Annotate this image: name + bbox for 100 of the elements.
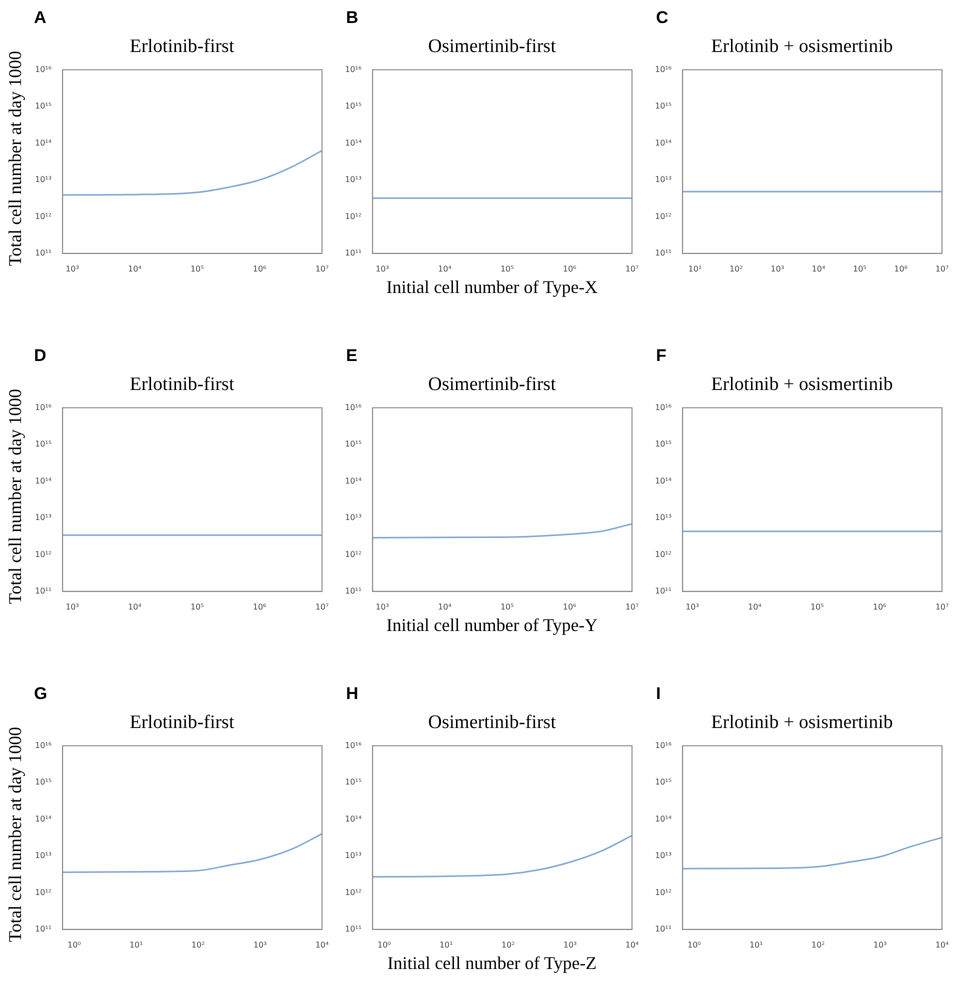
text: H [345, 684, 360, 704]
x-tick-label: 10⁷ [315, 264, 329, 274]
x-tick-label: 10⁴ [935, 940, 949, 950]
y-tick-label: 10¹⁵ [655, 440, 672, 449]
y-tick-label: 10¹⁶ [655, 64, 672, 74]
text: B [345, 8, 360, 28]
y-axis-title: Total cell number at day 1000 [6, 726, 26, 942]
chart-title: Osimertinib-first [427, 712, 557, 735]
y-tick-label: 10¹⁵ [35, 102, 52, 111]
y-tick-label: 10¹¹ [345, 248, 362, 258]
y-tick-label: 10¹⁴ [35, 814, 52, 824]
x-tick-label: 10⁴ [748, 602, 762, 612]
y-tick-label: 10¹¹ [35, 924, 52, 934]
x-tick-label: 10³ [66, 602, 79, 612]
x-tick-label: 10⁶ [872, 602, 886, 612]
y-tick-label: 10¹⁵ [345, 440, 362, 449]
chart-title: Erlotinib + osismertinib [710, 36, 894, 59]
y-tick-label: 10¹¹ [35, 248, 52, 258]
x-tick-label: 10¹ [749, 940, 763, 950]
y-tick-label: 10¹⁶ [35, 402, 52, 412]
y-tick-label: 10¹³ [345, 175, 362, 184]
chart-title: Osimertinib-first [427, 36, 557, 59]
x-tick-label: 10⁵ [500, 602, 514, 612]
y-tick-label: 10¹¹ [655, 924, 672, 934]
x-tick-label: 10³ [376, 602, 389, 612]
y-tick-label: 10¹⁵ [345, 102, 362, 111]
y-tick-label: 10¹² [35, 550, 52, 559]
y-tick-label: 10¹⁶ [345, 740, 362, 750]
chart-title: Erlotinib-first [128, 712, 236, 735]
x-tick-label: 10¹ [129, 940, 143, 950]
text: C [655, 8, 670, 28]
x-tick-label: 10³ [686, 602, 699, 612]
x-axis-title: Initial cell number of Type-Z [386, 953, 598, 974]
y-tick-label: 10¹² [35, 212, 52, 221]
y-tick-label: 10¹³ [655, 513, 672, 522]
y-tick-label: 10¹⁶ [35, 64, 52, 74]
y-tick-label: 10¹⁴ [655, 138, 672, 148]
y-tick-label: 10¹⁵ [35, 440, 52, 449]
y-tick-label: 10¹⁶ [345, 402, 362, 412]
x-tick-label: 10⁴ [315, 940, 329, 950]
chart-title: Erlotinib-first [128, 374, 236, 397]
y-tick-label: 10¹⁶ [345, 64, 362, 74]
y-tick-label: 10¹³ [655, 175, 672, 184]
x-tick-label: 10⁴ [128, 602, 142, 612]
x-tick-label: 10⁷ [315, 602, 329, 612]
y-tick-label: 10¹³ [35, 175, 52, 184]
y-tick-label: 10¹³ [35, 851, 52, 860]
text: G [33, 684, 48, 704]
x-tick-label: 10³ [563, 940, 577, 950]
y-tick-label: 10¹¹ [655, 248, 672, 258]
x-tick-label: 10³ [873, 940, 887, 950]
y-tick-label: 10¹³ [345, 851, 362, 860]
x-tick-label: 10⁶ [252, 264, 266, 274]
x-tick-label: 10⁰ [377, 940, 391, 950]
y-tick-label: 10¹² [345, 888, 362, 897]
y-tick-label: 10¹⁵ [655, 102, 672, 111]
x-tick-label: 10¹ [439, 940, 453, 950]
y-tick-label: 10¹⁴ [345, 476, 362, 486]
x-tick-label: 10³ [770, 264, 784, 274]
y-tick-label: 10¹⁴ [35, 476, 52, 486]
y-axis-title: Total cell number at day 1000 [6, 50, 26, 266]
y-axis-title: Total cell number at day 1000 [6, 388, 26, 604]
x-tick-label: 10⁷ [625, 264, 639, 274]
x-tick-label: 10³ [66, 264, 79, 274]
y-tick-label: 10¹⁴ [345, 138, 362, 148]
text: E [345, 346, 358, 366]
y-tick-label: 10¹¹ [345, 924, 362, 934]
x-tick-label: 10² [811, 940, 825, 950]
text: A [33, 8, 48, 28]
chart-title: Erlotinib + osismertinib [710, 374, 894, 397]
x-tick-label: 10¹ [688, 264, 702, 274]
y-tick-label: 10¹¹ [345, 586, 362, 596]
text: D [33, 346, 48, 366]
x-tick-label: 10⁴ [128, 264, 142, 274]
x-tick-label: 10⁵ [190, 602, 204, 612]
y-tick-label: 10¹² [35, 888, 52, 897]
y-tick-label: 10¹⁵ [345, 778, 362, 787]
x-tick-label: 10⁴ [625, 940, 639, 950]
y-tick-label: 10¹⁵ [35, 778, 52, 787]
y-tick-label: 10¹⁴ [655, 476, 672, 486]
x-tick-label: 10⁴ [812, 264, 826, 274]
x-tick-label: 10³ [376, 264, 389, 274]
y-tick-label: 10¹¹ [655, 586, 672, 596]
x-tick-label: 10² [191, 940, 205, 950]
x-tick-label: 10⁶ [562, 264, 576, 274]
y-tick-label: 10¹⁴ [35, 138, 52, 148]
chart-title: Erlotinib-first [128, 36, 236, 59]
x-axis-title: Initial cell number of Type-X [385, 277, 599, 298]
y-tick-label: 10¹⁶ [35, 740, 52, 750]
text: I [655, 684, 662, 704]
y-tick-label: 10¹² [655, 550, 672, 559]
x-tick-label: 10⁶ [562, 602, 576, 612]
y-tick-label: 10¹² [345, 550, 362, 559]
x-tick-label: 10⁵ [852, 264, 866, 274]
chart-title: Osimertinib-first [427, 374, 557, 397]
x-tick-label: 10⁷ [625, 602, 639, 612]
y-tick-label: 10¹² [345, 212, 362, 221]
x-tick-label: 10⁰ [67, 940, 81, 950]
x-tick-label: 10² [501, 940, 515, 950]
x-tick-label: 10⁴ [438, 602, 452, 612]
